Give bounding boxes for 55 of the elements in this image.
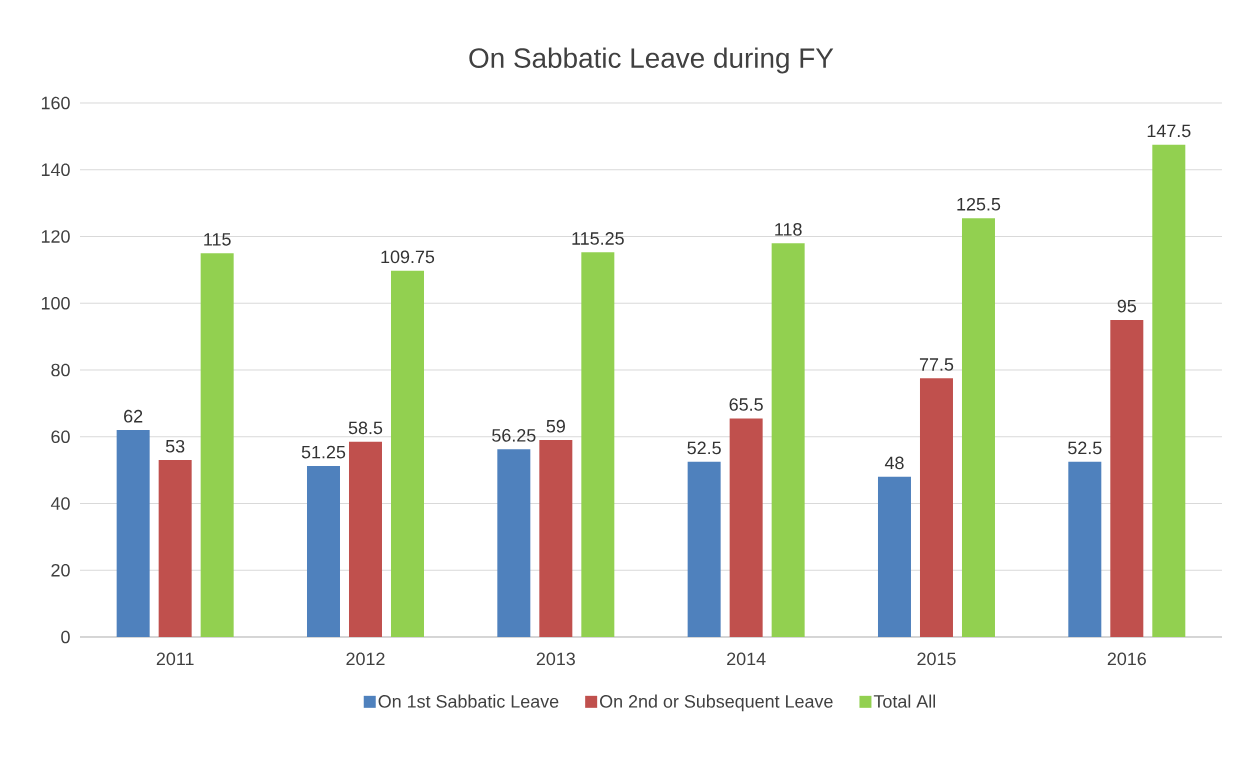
y-tick-label: 20 xyxy=(51,563,70,577)
bar xyxy=(961,218,995,637)
bar xyxy=(539,440,573,637)
bar xyxy=(919,378,953,637)
bar xyxy=(1110,319,1144,637)
data-label: 59 xyxy=(546,419,565,433)
x-tick-label: 2016 xyxy=(1107,652,1146,666)
data-label: 115.25 xyxy=(572,232,624,245)
data-label: 118 xyxy=(775,222,802,236)
bar xyxy=(877,476,911,637)
data-label: 65.5 xyxy=(729,398,763,411)
bar xyxy=(306,465,340,637)
bar xyxy=(390,270,424,637)
data-label: 58.5 xyxy=(348,421,383,435)
data-label: 95 xyxy=(1117,299,1137,313)
bar xyxy=(1152,144,1186,637)
bar xyxy=(771,243,805,637)
y-tick-label: 40 xyxy=(50,497,70,510)
x-tick-label: 2013 xyxy=(536,652,575,666)
bar xyxy=(581,252,615,637)
x-tick-label: 2014 xyxy=(727,652,766,666)
y-tick-label: 120 xyxy=(41,230,70,243)
data-label: 147.5 xyxy=(1147,124,1191,138)
chart-title: On Sabbatic Leave during FY xyxy=(469,47,834,74)
x-tick-label: 2011 xyxy=(156,652,194,666)
data-label: 51.25 xyxy=(301,445,346,459)
y-tick-label: 140 xyxy=(41,163,70,177)
data-label: 115 xyxy=(204,233,231,246)
bar xyxy=(158,460,192,637)
data-label: 77.5 xyxy=(919,358,954,371)
data-label: 56.25 xyxy=(492,429,536,442)
bar xyxy=(729,418,763,637)
bar xyxy=(116,430,150,637)
data-label: 48 xyxy=(884,456,904,470)
data-label: 53 xyxy=(165,439,185,453)
y-tick-label: 0 xyxy=(61,630,70,644)
data-label: 62 xyxy=(124,409,143,423)
bar xyxy=(687,461,721,637)
data-label: 109.75 xyxy=(381,250,435,264)
y-tick-label: 80 xyxy=(51,363,70,377)
y-tick-label: 100 xyxy=(41,296,70,310)
legend-label: Total All xyxy=(873,694,936,708)
bar xyxy=(497,449,531,637)
bar xyxy=(348,441,382,637)
y-tick-label: 60 xyxy=(51,430,70,444)
y-tick-label: 160 xyxy=(41,96,70,110)
bar xyxy=(200,253,234,637)
x-tick-label: 2015 xyxy=(917,652,956,666)
bar xyxy=(1068,461,1102,637)
legend-label: On 1st Sabbatic Leave xyxy=(378,694,559,708)
data-label: 52.5 xyxy=(1068,441,1102,455)
data-label: 52.5 xyxy=(687,441,721,455)
data-label: 125.5 xyxy=(957,197,1001,211)
x-tick-label: 2012 xyxy=(346,652,385,666)
legend-label: On 2nd or Subsequent Leave xyxy=(600,694,833,712)
